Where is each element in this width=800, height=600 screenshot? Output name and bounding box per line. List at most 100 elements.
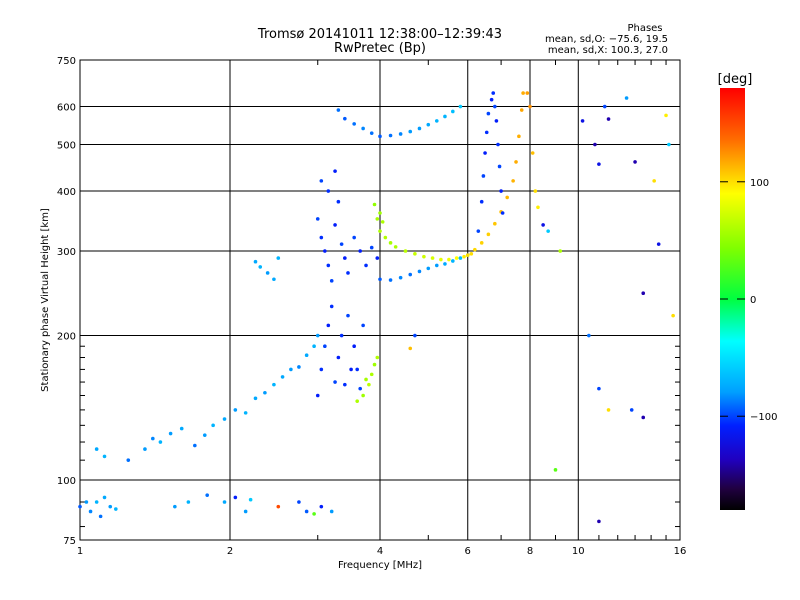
data-point [88, 509, 93, 514]
data-point [413, 333, 417, 338]
data-point [361, 393, 365, 398]
data-point [408, 272, 413, 277]
y-axis-label: Stationary phase Virtual Height [km] [40, 208, 51, 392]
data-point [343, 116, 347, 121]
data-point [272, 382, 276, 387]
data-point [494, 119, 499, 123]
data-point [580, 119, 585, 123]
data-point [312, 512, 316, 516]
data-point [530, 151, 535, 155]
data-point [333, 169, 337, 173]
data-point [372, 202, 377, 207]
data-point [593, 142, 597, 147]
data-point [641, 291, 646, 296]
data-point [517, 134, 521, 139]
data-point [312, 344, 316, 349]
x-tick-label: 2 [227, 546, 233, 557]
data-point [346, 271, 350, 275]
data-point [521, 91, 525, 95]
data-point [168, 431, 173, 436]
data-point [493, 104, 497, 109]
data-point [398, 275, 403, 280]
data-point [78, 504, 82, 509]
data-point [491, 91, 496, 95]
data-point [319, 504, 324, 509]
data-point [434, 119, 439, 123]
data-point [479, 241, 484, 245]
data-point [358, 249, 362, 253]
data-point [375, 256, 380, 260]
data-point [447, 257, 451, 262]
data-point [393, 245, 398, 249]
data-point [243, 509, 248, 514]
data-point [483, 151, 487, 155]
data-point [315, 393, 320, 398]
data-point [462, 254, 466, 259]
y-tick-label: 500 [57, 141, 76, 152]
data-point [398, 132, 403, 136]
data-point [263, 390, 267, 395]
colorbar-tick-label: 100 [750, 178, 769, 189]
data-point [297, 500, 301, 504]
data-point [319, 179, 324, 183]
legend-line-o: mean, sd,O: −75.6, 19.5 [545, 34, 668, 45]
data-point [323, 249, 327, 253]
data-point [364, 263, 368, 268]
data-point [319, 235, 324, 240]
data-point [265, 271, 270, 275]
data-point [546, 229, 550, 233]
data-point [352, 122, 356, 126]
data-point [336, 108, 341, 112]
data-point [102, 495, 107, 500]
data-point [597, 162, 601, 166]
data-point [315, 333, 320, 338]
data-point [361, 126, 365, 131]
legend-line-x: mean, sd,X: 100.3, 27.0 [548, 45, 668, 56]
data-point [378, 229, 382, 233]
data-point [652, 179, 656, 183]
data-point [248, 497, 253, 502]
data-points [78, 91, 675, 524]
data-point [349, 367, 353, 372]
data-point [403, 249, 408, 253]
data-point [426, 122, 431, 127]
data-point [465, 253, 470, 258]
x-tick-label: 16 [674, 546, 687, 557]
data-point [430, 256, 435, 260]
data-point [375, 355, 380, 360]
data-point [380, 220, 385, 224]
data-point [253, 259, 258, 264]
data-point [222, 500, 227, 504]
data-point [253, 396, 258, 401]
colorbar-tick-label: −100 [750, 412, 777, 423]
data-point [606, 117, 611, 121]
data-point [417, 126, 422, 131]
data-point [514, 160, 518, 164]
data-point [484, 130, 489, 135]
data-point [489, 97, 494, 102]
data-point [417, 269, 422, 274]
data-point [319, 367, 324, 372]
data-point [276, 504, 281, 509]
data-point [346, 313, 350, 318]
data-point [528, 104, 532, 109]
data-point [422, 254, 426, 259]
data-point [443, 262, 447, 266]
y-tick-label: 600 [57, 103, 76, 114]
data-point [587, 333, 591, 338]
x-tick-label: 8 [527, 546, 533, 557]
data-point [606, 408, 611, 412]
data-point [388, 241, 393, 245]
data-point [336, 199, 341, 204]
grid-lines [80, 60, 680, 540]
data-point [499, 189, 503, 193]
data-point [143, 447, 147, 451]
data-point [443, 114, 447, 119]
y-tick-label: 100 [57, 476, 76, 487]
data-point [375, 217, 380, 221]
data-point [497, 164, 502, 169]
data-point [102, 454, 107, 459]
data-point [297, 365, 301, 369]
data-point [664, 113, 668, 118]
data-point [408, 129, 413, 134]
